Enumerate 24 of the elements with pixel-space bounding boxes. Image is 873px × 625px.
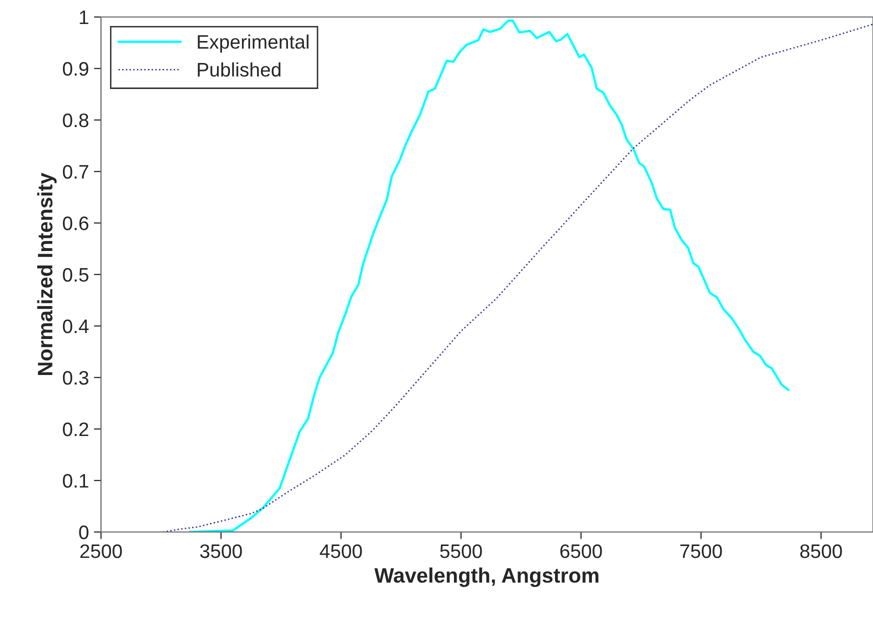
y-tick-label: 0.1: [62, 474, 88, 488]
x-tick-label: 7500: [680, 544, 722, 558]
legend-label: Experimental: [198, 34, 308, 53]
x-tick-label: 5500: [440, 544, 482, 558]
y-tick-label: 0.3: [62, 370, 88, 385]
y-tick-label: 0: [79, 525, 88, 540]
x-tick-label: 4500: [320, 544, 362, 558]
y-tick-label: 0.4: [62, 319, 89, 334]
x-axis-title: Wavelength, Angstrom: [374, 567, 598, 587]
x-tick-label: 2500: [80, 544, 122, 558]
y-tick-label: 0.5: [62, 268, 88, 282]
y-tick-label: 0.2: [62, 422, 88, 436]
y-tick-label: 0.6: [62, 216, 88, 230]
y-axis-title: Normalized Intensity: [37, 172, 57, 375]
y-tick-label: 1: [80, 10, 88, 24]
x-tick-label: 3500: [200, 544, 242, 558]
legend-label: Published: [198, 62, 280, 77]
line-series: [188, 19, 790, 532]
line-series: [162, 24, 873, 532]
y-tick-label: 0.8: [62, 113, 88, 128]
x-tick-label: 6500: [560, 544, 602, 558]
y-tick-label: 0.7: [62, 164, 88, 179]
x-tick-label: 8500: [800, 544, 842, 558]
y-tick-label: 0.9: [62, 62, 88, 76]
